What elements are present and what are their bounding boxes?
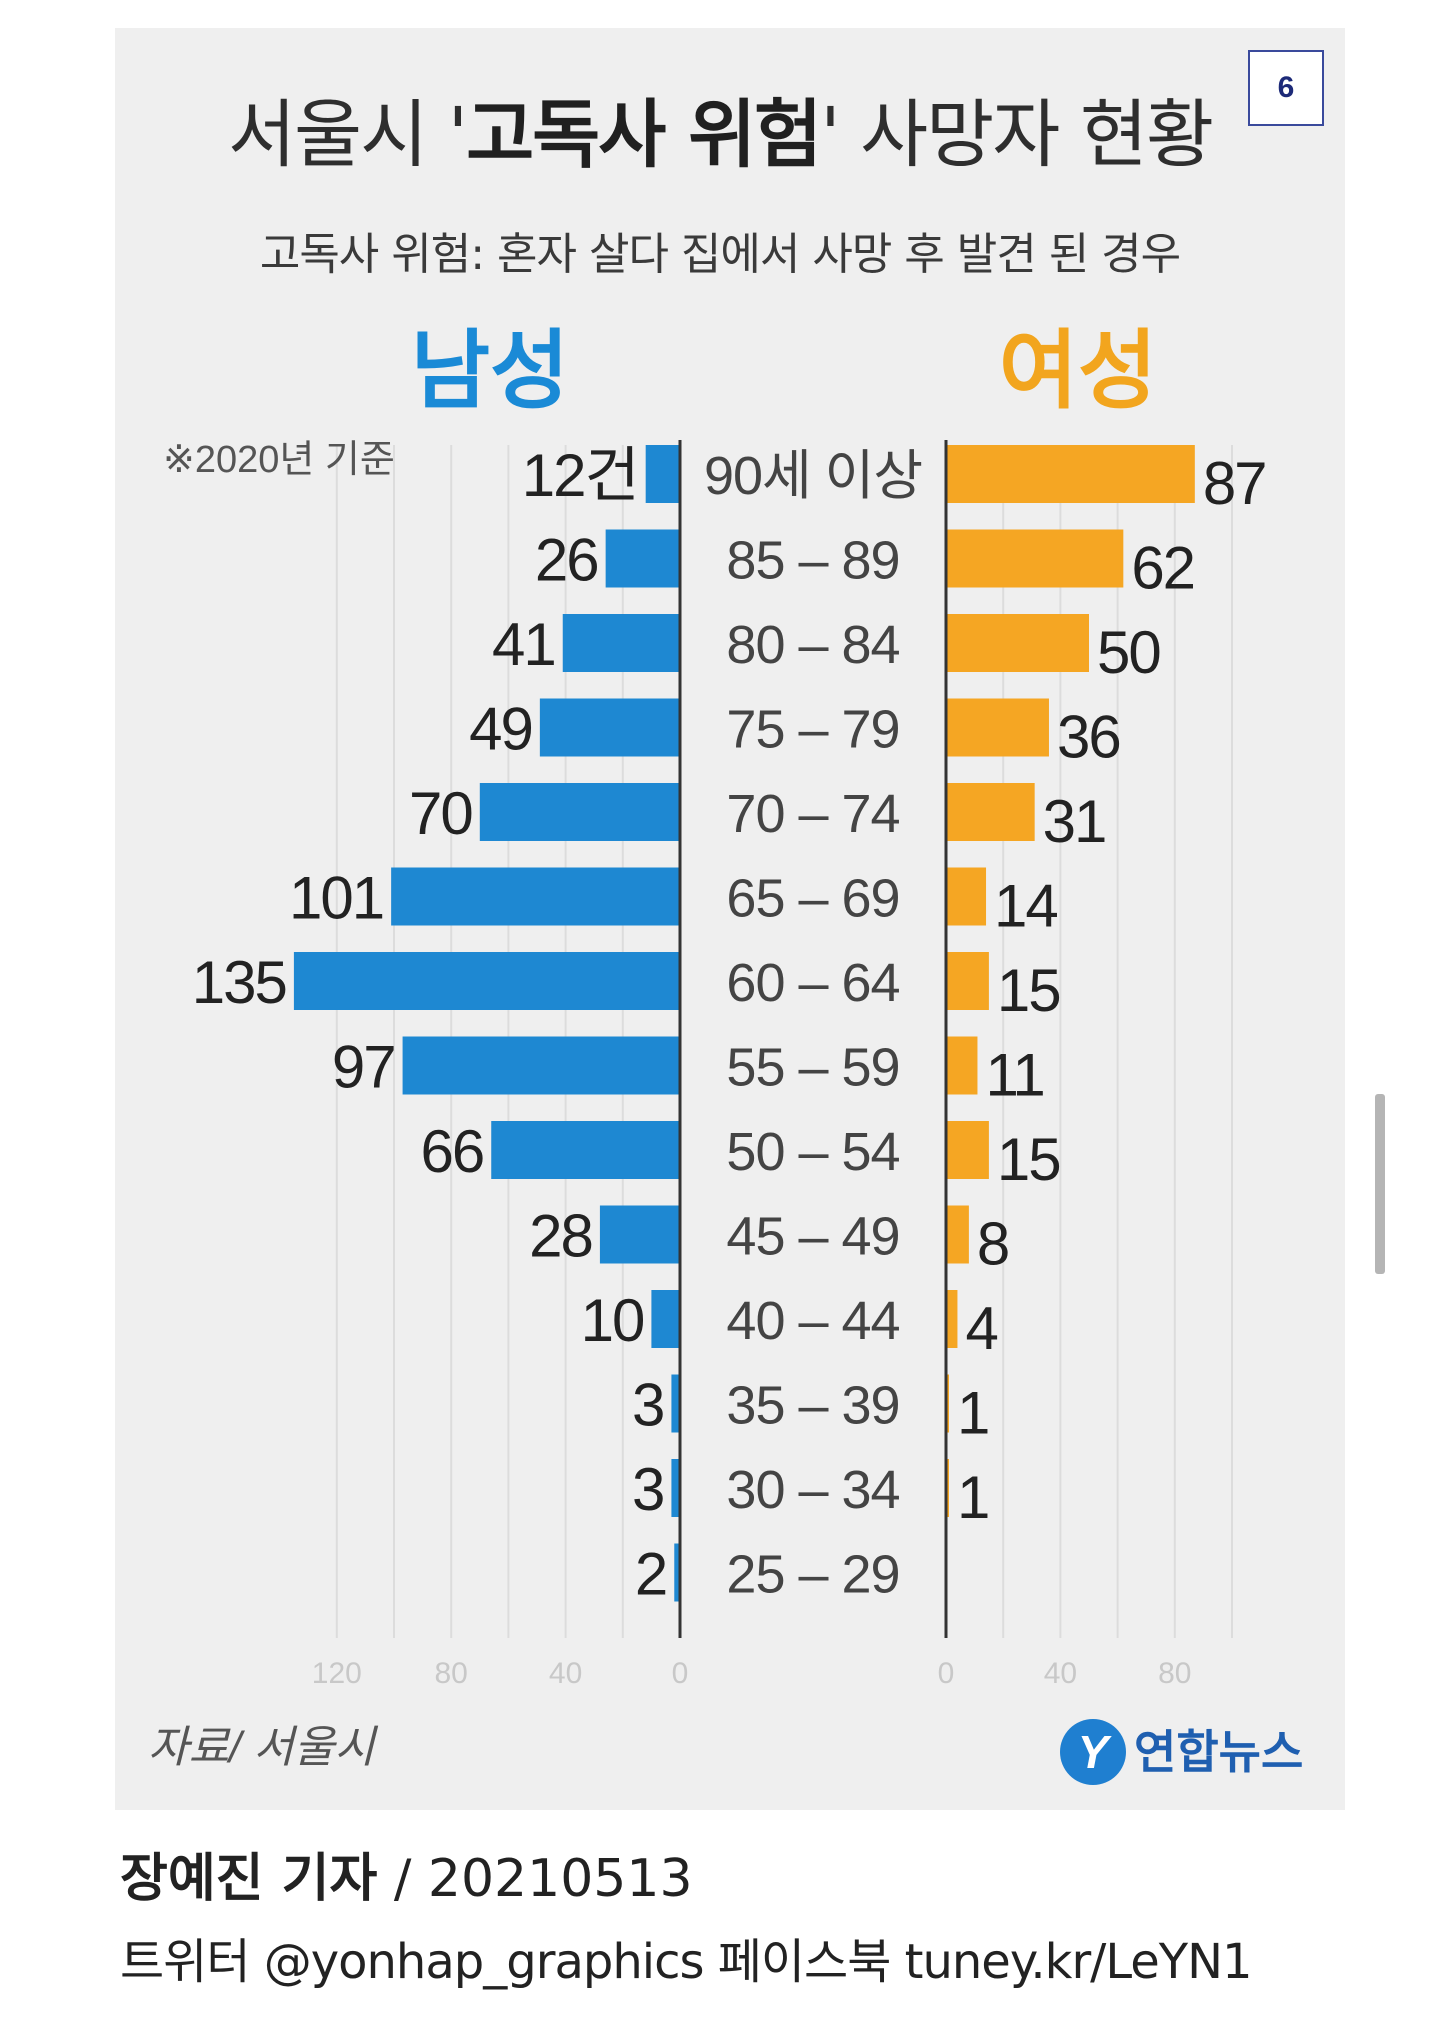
age-group-label: 75 – 79: [726, 700, 899, 760]
female-bar: [946, 698, 1049, 757]
male-value-label: 10: [581, 1287, 644, 1354]
title-suffix: ' 사망자 현황: [820, 92, 1214, 178]
x-tick-label: 0: [938, 1657, 955, 1690]
chart-title: 서울시 '고독사 위험' 사망자 현황: [0, 75, 1440, 182]
male-bar: [539, 698, 680, 757]
age-group-label: 40 – 44: [726, 1291, 899, 1351]
page-number-badge[interactable]: 6: [1248, 50, 1324, 126]
baseline-note: ※2020년 기준: [163, 439, 395, 481]
female-bar: [946, 445, 1195, 503]
male-value-label: 2: [635, 1541, 666, 1608]
female-bar: [946, 529, 1124, 588]
female-value-label: 15: [997, 957, 1060, 1024]
female-value-label: 87: [1203, 450, 1266, 517]
female-bar: [946, 952, 989, 1010]
male-bar: [674, 1543, 680, 1602]
age-group-label: 85 – 89: [726, 531, 899, 591]
female-bar: [946, 1036, 978, 1095]
age-group-label: 80 – 84: [726, 615, 899, 675]
yonhap-logo: Y 연합뉴스: [1060, 1719, 1303, 1785]
title-prefix: 서울시 ': [227, 92, 468, 178]
male-value-label: 41: [492, 611, 555, 678]
age-group-label: 25 – 29: [726, 1545, 899, 1605]
female-bar: [946, 867, 987, 926]
chart-subtitle: 고독사 위험: 혼자 살다 집에서 사망 후 발견 된 경우: [259, 229, 1181, 280]
x-tick-label: 40: [549, 1657, 582, 1690]
age-group-label: 90세 이상: [704, 446, 922, 506]
title-emphasis: 고독사 위험: [466, 92, 822, 178]
male-value-label: 101: [289, 865, 383, 932]
male-value-label: 135: [192, 949, 286, 1016]
scrollbar[interactable]: [1375, 1094, 1385, 1274]
male-value-label: 3: [632, 1456, 663, 1523]
female-value-label: 62: [1131, 535, 1194, 602]
x-tick-label: 80: [435, 1657, 468, 1690]
source-label: 자료/ 서울시: [148, 1723, 378, 1772]
female-value-label: 36: [1057, 704, 1120, 771]
age-group-label: 45 – 49: [726, 1207, 899, 1267]
male-bar: [293, 952, 680, 1010]
legend-male: 남성: [411, 323, 569, 419]
x-tick-label: 80: [1158, 1657, 1191, 1690]
age-group-label: 65 – 69: [726, 869, 899, 929]
male-value-label: 49: [469, 696, 532, 763]
female-value-label: 31: [1043, 788, 1106, 855]
female-bar: [946, 614, 1089, 672]
x-tick-label: 40: [1044, 1657, 1077, 1690]
age-group-label: 30 – 34: [726, 1460, 899, 1520]
age-group-label: 70 – 74: [726, 784, 899, 844]
age-group-label: 55 – 59: [726, 1038, 899, 1098]
yonhap-logo-text: 연합뉴스: [1134, 1726, 1303, 1778]
male-bar: [402, 1036, 680, 1095]
social-links[interactable]: 트위터 @yonhap_graphics 페이스북 tuney.kr/LeYN1: [120, 1934, 1253, 1990]
male-bar: [491, 1121, 680, 1179]
female-value-label: 11: [985, 1042, 1043, 1109]
male-value-label: 66: [420, 1118, 483, 1185]
male-value-label: 26: [535, 527, 598, 594]
female-value-label: 14: [994, 873, 1057, 940]
female-bar: [946, 1121, 989, 1179]
male-bar: [391, 867, 680, 926]
yonhap-logo-mark: Y: [1078, 1726, 1113, 1778]
male-bar: [671, 1459, 680, 1517]
legend-female: 여성: [999, 323, 1157, 419]
female-value-label: 1: [957, 1464, 988, 1531]
yonhap-logo-icon: [1060, 1719, 1126, 1785]
reporter-name: 장예진 기자: [120, 1849, 378, 1909]
publish-date: / 20210513: [377, 1849, 693, 1909]
x-tick-label: 120: [312, 1657, 362, 1690]
male-bar: [599, 1205, 680, 1264]
male-bar: [562, 614, 680, 672]
male-bar: [479, 783, 680, 841]
female-value-label: 4: [965, 1295, 997, 1362]
female-bar: [946, 783, 1035, 841]
male-bars: [293, 445, 680, 1602]
female-value-label: 15: [997, 1126, 1060, 1193]
male-value-label: 28: [529, 1203, 592, 1270]
female-value-label: 8: [977, 1211, 1008, 1278]
female-value-label: 50: [1097, 619, 1160, 686]
male-value-label: 3: [632, 1372, 663, 1439]
male-bar: [651, 1290, 680, 1348]
male-value-label: 97: [332, 1034, 395, 1101]
age-group-label: 35 – 39: [726, 1376, 899, 1436]
female-value-label: 1: [957, 1380, 988, 1447]
x-tick-label: 0: [672, 1657, 689, 1690]
female-bars: [946, 445, 1195, 1517]
age-group-label: 60 – 64: [726, 953, 899, 1013]
infographic-panel: [115, 28, 1345, 1810]
age-group-label: 50 – 54: [726, 1122, 899, 1182]
axis-ticks: 120 80 40 0 0 40 80: [312, 1657, 1192, 1690]
female-bar: [946, 1205, 969, 1264]
male-value-label: 12건: [522, 442, 638, 509]
male-bar: [671, 1374, 680, 1433]
male-bar: [645, 445, 680, 503]
male-value-label: 70: [409, 780, 472, 847]
male-bar: [605, 529, 680, 588]
reporter-credit: 장예진 기자 / 20210513: [120, 1836, 693, 1911]
female-bar: [946, 1290, 958, 1348]
